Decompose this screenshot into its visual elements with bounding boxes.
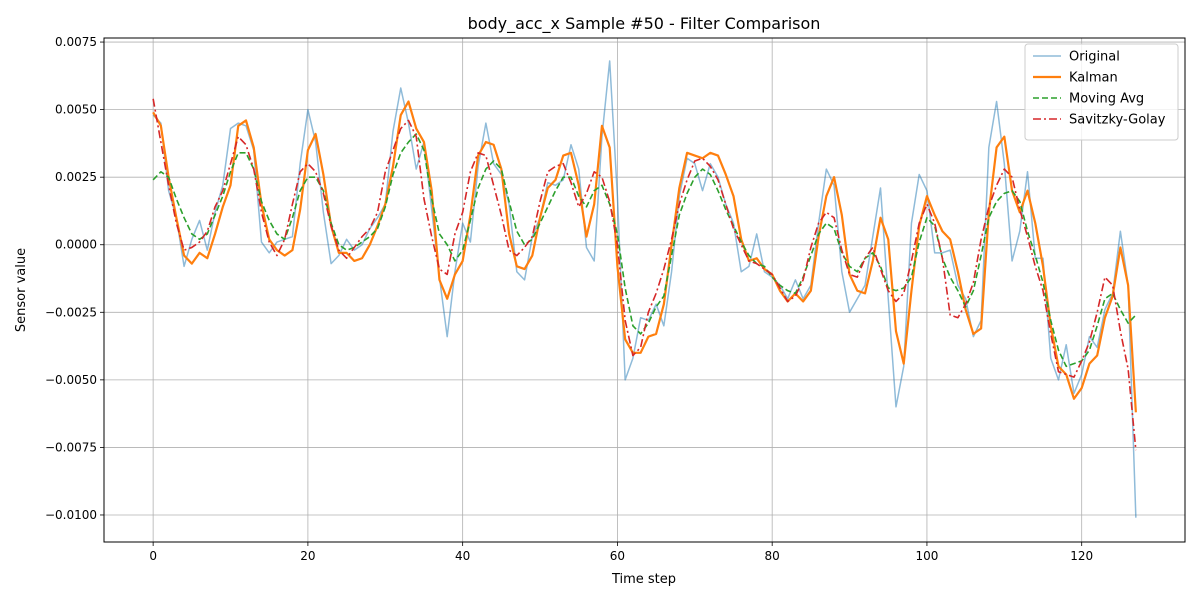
series-line-savitzky-golay bbox=[152, 98, 1137, 451]
x-tick-label: 80 bbox=[765, 549, 780, 563]
y-tick-label: −0.0075 bbox=[45, 440, 97, 454]
y-tick-label: 0.0075 bbox=[55, 35, 97, 49]
y-tick-label: 0.0000 bbox=[55, 238, 97, 252]
series-line-kalman bbox=[152, 100, 1137, 413]
y-axis: −0.0100 −0.0075 −0.0050 −0.0025 0.0000 0.0025… bbox=[45, 35, 104, 522]
legend-box bbox=[1024, 43, 1179, 141]
legend-label-savitzky-golay: Savitzky-Golay bbox=[1069, 113, 1166, 128]
plot-frame bbox=[103, 37, 1186, 543]
legend-label-original: Original bbox=[1069, 50, 1120, 65]
y-tick-label: −0.0100 bbox=[45, 508, 97, 522]
chart-title: body_acc_x Sample #50 - Filter Compariso… bbox=[468, 14, 821, 34]
x-tick-label: 120 bbox=[1070, 549, 1093, 563]
legend-label-moving-avg: Moving Avg bbox=[1069, 92, 1144, 107]
x-tick-label: 20 bbox=[300, 549, 315, 563]
y-axis-label: Sensor value bbox=[14, 248, 29, 332]
legend-label-kalman: Kalman bbox=[1069, 71, 1118, 86]
y-tick-label: −0.0050 bbox=[45, 373, 97, 387]
x-axis-label: Time step bbox=[611, 572, 676, 587]
x-tick-label: 100 bbox=[915, 549, 938, 563]
y-tick-label: 0.0050 bbox=[55, 103, 97, 117]
y-tick-label: 0.0025 bbox=[55, 170, 97, 184]
y-tick-label: −0.0025 bbox=[45, 305, 97, 319]
x-tick-label: 0 bbox=[149, 549, 157, 563]
series-layer bbox=[152, 60, 1137, 518]
x-tick-label: 60 bbox=[610, 549, 625, 563]
x-axis: 0 20 40 60 80 100 120 bbox=[149, 542, 1093, 563]
legend: Original Kalman Moving Avg Savitzky-Golay bbox=[1024, 43, 1179, 141]
x-tick-label: 40 bbox=[455, 549, 470, 563]
